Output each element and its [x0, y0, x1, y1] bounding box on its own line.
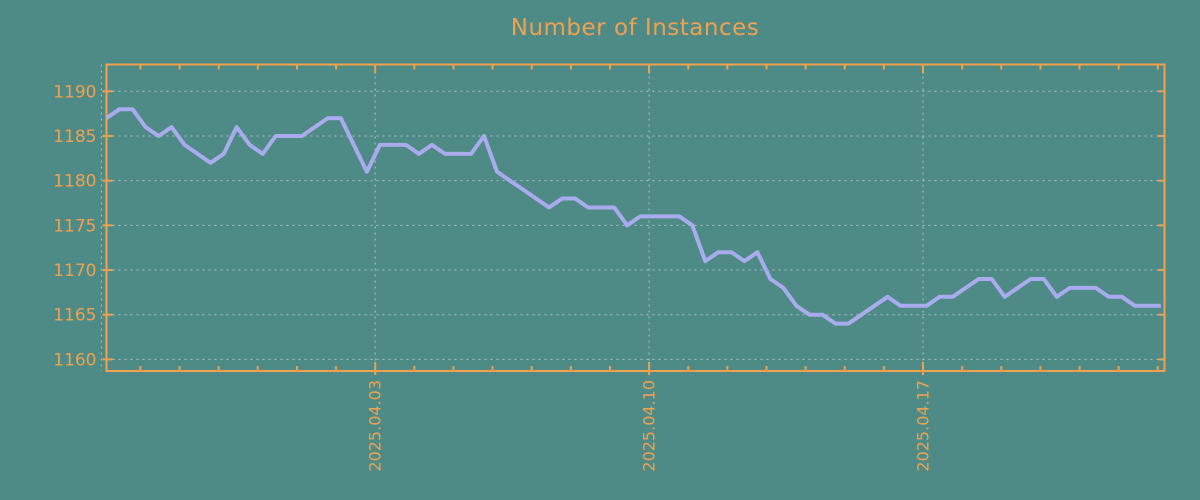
y-tick-label: 1175: [53, 216, 96, 236]
plot-border: [105, 63, 1166, 372]
y-tick-label: 1165: [53, 306, 96, 326]
series-line: [105, 107, 1161, 326]
chart-title: Number of Instances: [510, 15, 760, 41]
x-tick-label: 2025.04.17: [914, 380, 933, 472]
x-tick-label: 2025.04.03: [366, 380, 385, 472]
y-tick-label: 1180: [53, 172, 96, 192]
y-tick-label: 1170: [53, 261, 96, 281]
y-tick-label: 1190: [53, 82, 96, 102]
y-tick-label: 1185: [53, 127, 96, 147]
y-tick-label: 1160: [53, 350, 96, 370]
x-tick-label: 2025.04.10: [640, 380, 659, 472]
